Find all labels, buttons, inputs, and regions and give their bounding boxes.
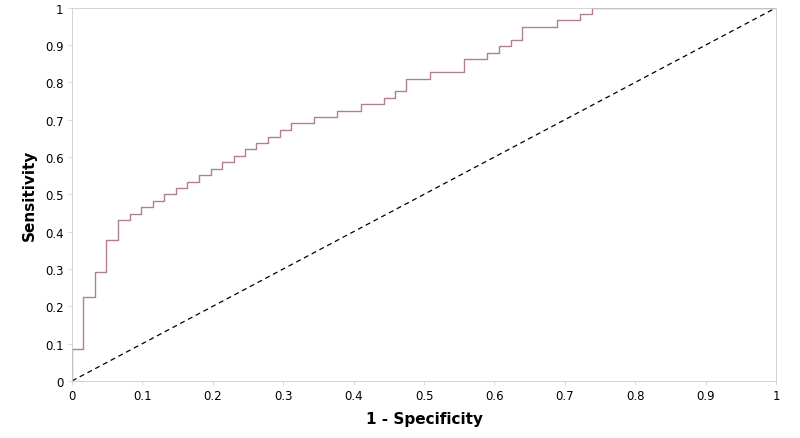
X-axis label: 1 - Specificity: 1 - Specificity bbox=[366, 411, 482, 426]
Y-axis label: Sensitivity: Sensitivity bbox=[22, 149, 37, 240]
